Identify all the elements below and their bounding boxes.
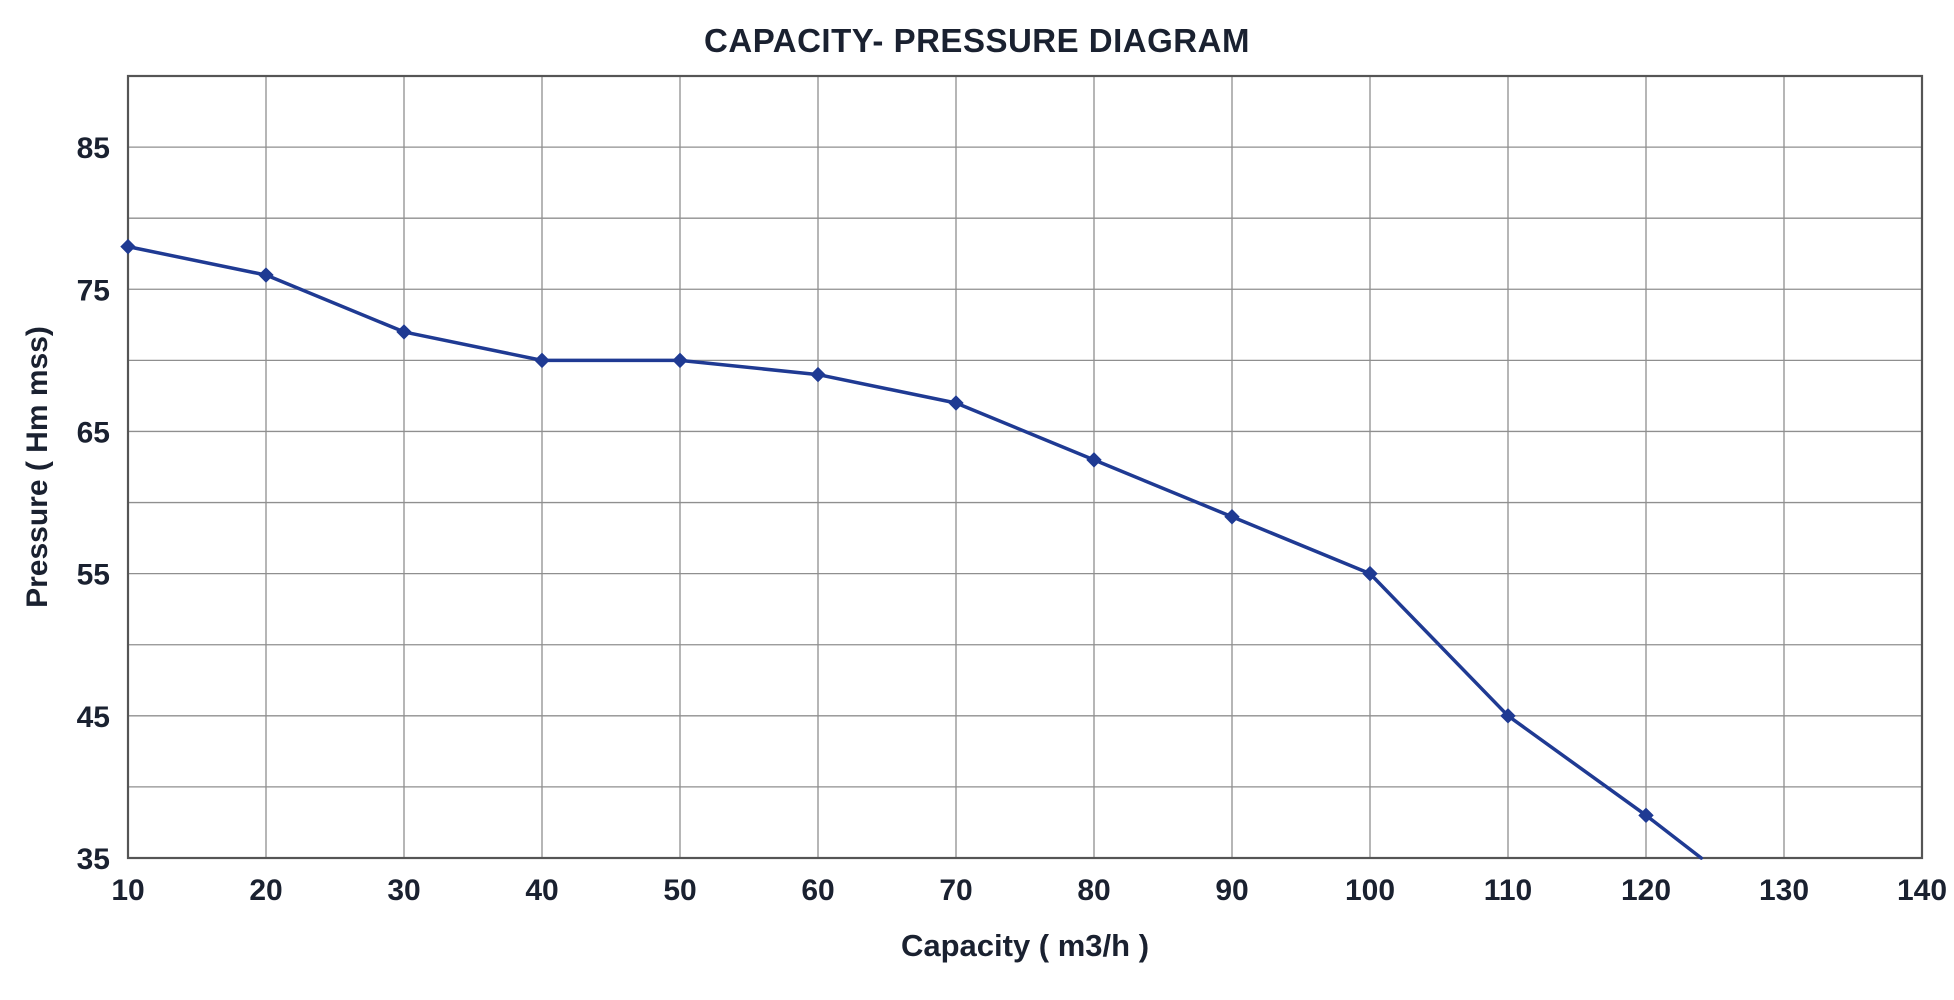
- data-point-marker: [810, 366, 826, 383]
- x-tick-label: 120: [1621, 874, 1671, 907]
- x-tick-label: 140: [1897, 874, 1947, 907]
- data-point-marker: [948, 395, 964, 411]
- x-tick-label: 80: [1077, 874, 1110, 907]
- chart-title: CAPACITY- PRESSURE DIAGRAM: [704, 22, 1250, 59]
- y-tick-label: 55: [77, 559, 110, 592]
- x-tick-label: 30: [387, 874, 420, 907]
- x-tick-label: 70: [939, 874, 972, 907]
- x-tick-label: 100: [1345, 874, 1395, 907]
- x-tick-label: 130: [1759, 874, 1809, 907]
- x-tick-label: 10: [111, 874, 144, 907]
- y-tick-label: 85: [77, 132, 110, 165]
- x-tick-label: 40: [525, 874, 558, 907]
- x-tick-label: 60: [801, 874, 834, 907]
- data-point-marker: [672, 352, 688, 369]
- y-tick-label: 35: [77, 843, 110, 876]
- y-tick-label: 75: [77, 274, 110, 307]
- data-point-marker: [1224, 509, 1240, 525]
- x-tick-label: 90: [1215, 874, 1248, 907]
- x-tick-label: 110: [1484, 874, 1532, 907]
- plot-border: [126, 74, 1924, 860]
- data-point-marker: [120, 238, 136, 255]
- x-tick-label: 50: [663, 874, 696, 907]
- data-point-marker: [534, 352, 550, 369]
- x-tick-label: 20: [249, 874, 282, 907]
- data-point-marker: [1638, 807, 1654, 824]
- data-point-marker: [1362, 565, 1378, 582]
- y-tick-label: 45: [77, 701, 110, 734]
- data-point-marker: [396, 324, 412, 340]
- data-point-marker: [1086, 452, 1102, 468]
- y-tick-label: 65: [77, 416, 110, 449]
- data-point-marker: [258, 267, 274, 283]
- data-point-marker: [1500, 708, 1516, 724]
- x-axis-title: Capacity ( m3/h ): [900, 928, 1150, 963]
- data-line: [126, 244, 1703, 860]
